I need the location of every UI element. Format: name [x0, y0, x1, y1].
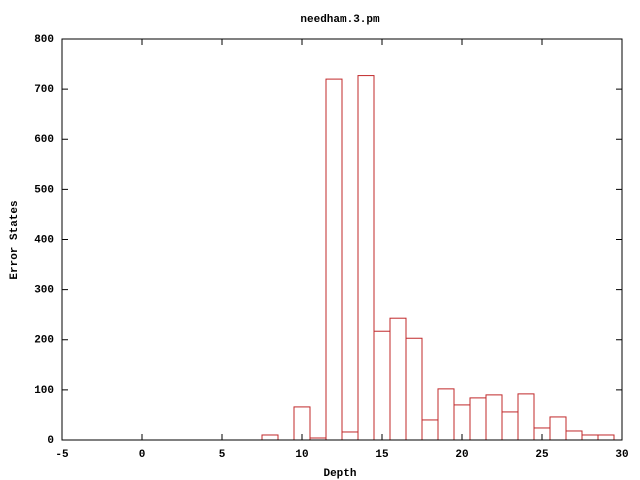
y-tick-label: 600 — [34, 134, 54, 146]
y-tick-label: 200 — [34, 335, 54, 347]
x-tick-label: -5 — [55, 449, 69, 461]
y-tick-label: 500 — [34, 184, 54, 196]
y-tick-label: 0 — [47, 435, 54, 447]
x-tick-label: 10 — [295, 449, 308, 461]
y-tick-label: 700 — [34, 84, 54, 96]
chart-title: needham.3.pm — [300, 14, 380, 26]
x-tick-label: 20 — [455, 449, 468, 461]
y-tick-label: 800 — [34, 34, 54, 46]
y-tick-label: 100 — [34, 385, 54, 397]
plot-frame — [61, 38, 623, 441]
y-axis-label: Error States — [9, 200, 21, 279]
x-axis-label: Depth — [323, 468, 356, 480]
x-tick-label: 25 — [535, 449, 549, 461]
x-tick-label: 30 — [615, 449, 628, 461]
x-tick-label: 5 — [219, 449, 226, 461]
y-tick-label: 400 — [34, 234, 54, 246]
x-tick-label: 15 — [375, 449, 389, 461]
x-tick-label: 0 — [139, 449, 146, 461]
y-tick-label: 300 — [34, 285, 54, 297]
